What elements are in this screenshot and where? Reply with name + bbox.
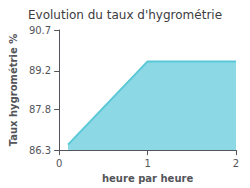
svg-text:1: 1	[144, 158, 150, 169]
svg-text:0: 0	[56, 158, 62, 169]
svg-text:90.7: 90.7	[29, 25, 51, 36]
svg-text:heure par heure: heure par heure	[102, 173, 193, 184]
svg-text:87.8: 87.8	[29, 104, 51, 115]
svg-text:Evolution du taux d'hygrométri: Evolution du taux d'hygrométrie	[28, 8, 222, 22]
svg-text:Taux hygrométrie %: Taux hygrométrie %	[8, 34, 19, 147]
svg-text:2: 2	[233, 158, 239, 169]
svg-text:86.3: 86.3	[29, 145, 51, 156]
svg-text:89.2: 89.2	[29, 65, 51, 76]
